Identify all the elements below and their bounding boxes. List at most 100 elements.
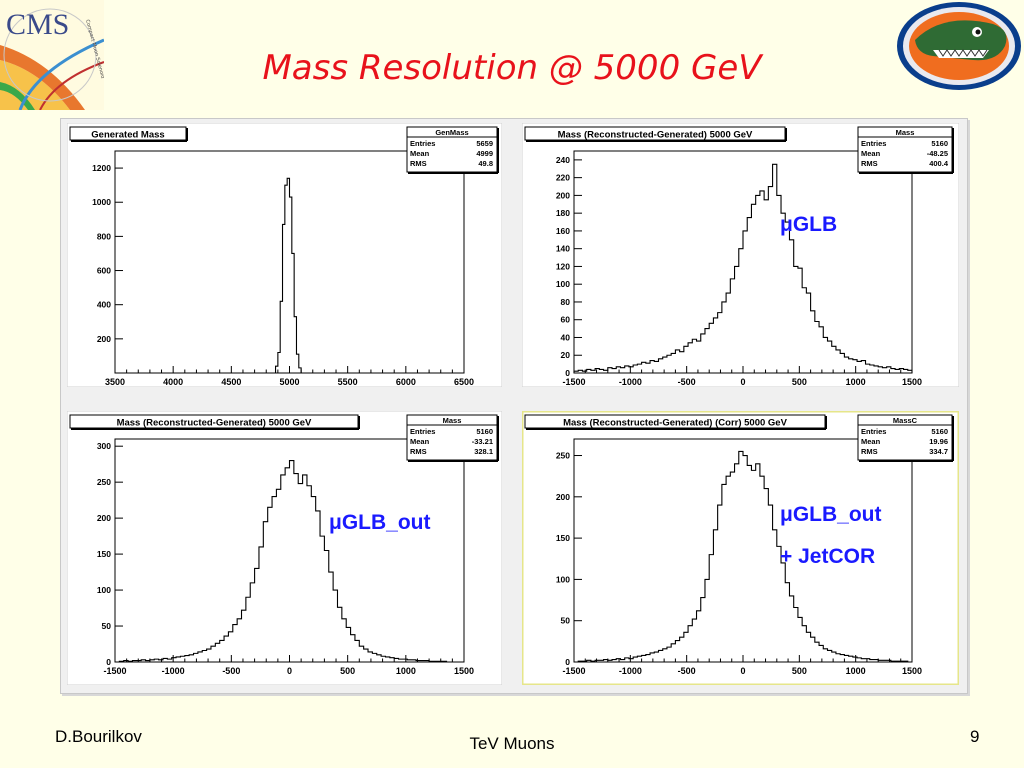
y-tick-label: 250	[97, 477, 111, 487]
stats-value: 328.1	[474, 447, 493, 456]
annotation-label: μGLB_out	[329, 511, 431, 534]
x-tick-label: -500	[678, 666, 696, 676]
y-tick-label: 0	[565, 657, 570, 667]
root-canvas: 3500 4000 4500 5000 5500 6000 6500 200 400 600 800…	[60, 118, 968, 694]
x-tick-label: -500	[678, 377, 696, 387]
histogram-title: Mass (Reconstructed-Generated) (Corr) 50…	[563, 418, 788, 429]
x-tick-label: 0	[740, 377, 745, 387]
x-tick-label: 1500	[902, 377, 922, 387]
x-tick-label: 500	[340, 666, 355, 676]
x-tick-label: 6000	[396, 377, 416, 387]
y-tick-label: 100	[97, 585, 111, 595]
y-tick-label: 100	[556, 574, 570, 584]
stats-label: RMS	[861, 159, 878, 168]
cms-logo-text: CMS	[6, 8, 69, 41]
y-tick-label: 80	[561, 297, 571, 307]
x-tick-label: 4000	[163, 377, 183, 387]
plot-frame	[573, 438, 913, 663]
stats-label: Mean	[861, 437, 881, 446]
x-tick-label: 5500	[338, 377, 358, 387]
stats-label: Entries	[410, 139, 435, 148]
y-tick-label: 20	[561, 350, 571, 360]
x-tick-label: -1000	[619, 666, 642, 676]
plot-frame	[114, 438, 465, 663]
x-tick-label: -1000	[162, 666, 185, 676]
stats-value: 5160	[931, 139, 948, 148]
stats-name: Mass	[896, 128, 915, 137]
footer-author: D.Bourilkov	[55, 727, 142, 746]
annotation-label-2: + JetCOR	[780, 545, 875, 568]
histogram-series	[273, 177, 302, 374]
stats-name: Mass	[443, 416, 462, 425]
gator-logo	[893, 0, 1024, 92]
x-tick-label: -500	[222, 666, 240, 676]
y-tick-label: 200	[97, 513, 111, 523]
y-tick-label: 400	[97, 300, 111, 310]
stats-box: MassC Entries 5160 Mean 19.96 RMS 334.7	[857, 414, 954, 462]
y-tick-label: 50	[561, 616, 571, 626]
stats-label: Mean	[410, 437, 430, 446]
stats-name: GenMass	[435, 128, 468, 137]
stats-label: Mean	[861, 149, 881, 158]
x-tick-label: 500	[792, 377, 807, 387]
y-tick-label: 600	[97, 266, 111, 276]
y-tick-label: 0	[106, 657, 111, 667]
y-tick-label: 50	[102, 621, 112, 631]
histogram-title-box: Generated Mass	[69, 126, 188, 142]
y-tick-label: 240	[556, 155, 570, 165]
stats-value: -33.21	[472, 437, 493, 446]
annotation-label: μGLB	[780, 213, 837, 236]
y-tick-label: 100	[556, 279, 570, 289]
stats-label: RMS	[410, 447, 427, 456]
histogram-mu-glb-out-jetcor: -1500 -1000 -500 0 500 1000 1500 50 100 150 200 250…	[522, 411, 959, 685]
x-tick-label: 1000	[396, 666, 416, 676]
page-number: 9	[970, 727, 980, 746]
x-tick-label: 0	[740, 666, 745, 676]
y-tick-label: 140	[556, 244, 570, 254]
stats-name: MassC	[893, 416, 918, 425]
histogram-title: Generated Mass	[91, 130, 164, 141]
x-tick-label: 0	[287, 666, 292, 676]
stats-value: 49.8	[478, 159, 493, 168]
y-tick-label: 0	[565, 368, 570, 378]
plot-frame	[573, 150, 913, 374]
cms-logo: CMS Compact Muon Solenoid	[0, 0, 106, 111]
x-tick-label: 3500	[105, 377, 125, 387]
stats-box: Mass Entries 5160 Mean -33.21 RMS 328.1	[406, 414, 499, 462]
x-tick-label: 1000	[846, 377, 866, 387]
x-tick-label: 1000	[846, 666, 866, 676]
y-tick-label: 800	[97, 231, 111, 241]
x-tick-label: 6500	[454, 377, 474, 387]
x-tick-label: 5000	[279, 377, 299, 387]
footer-title: TeV Muons	[469, 734, 555, 753]
y-tick-label: 1000	[92, 197, 111, 207]
x-tick-label: 1500	[454, 666, 474, 676]
histogram-title-box: Mass (Reconstructed-Generated) (Corr) 50…	[524, 414, 827, 430]
stats-box-frame	[406, 414, 498, 461]
x-tick-label: -1500	[562, 666, 585, 676]
y-tick-label: 1200	[92, 163, 111, 173]
y-tick-label: 60	[561, 315, 571, 325]
y-tick-label: 200	[97, 334, 111, 344]
x-tick-label: -1500	[103, 666, 126, 676]
histogram-mu-glb: -1500 -1000 -500 0 500 1000 1500 20 40 60 80 100 120…	[522, 123, 959, 387]
stats-box-frame	[857, 414, 953, 461]
stats-label: Mean	[410, 149, 430, 158]
stats-value: 5160	[931, 427, 948, 436]
stats-label: Entries	[861, 427, 886, 436]
x-tick-label: -1000	[619, 377, 642, 387]
stats-value: 4999	[476, 149, 493, 158]
histogram-generated-mass: 3500 4000 4500 5000 5500 6000 6500 200 400 600 800…	[67, 123, 502, 387]
y-tick-label: 250	[556, 451, 570, 461]
stats-value: 400.4	[929, 159, 949, 168]
y-tick-label: 220	[556, 173, 570, 183]
stats-value: 334.7	[929, 447, 948, 456]
histogram-title: Mass (Reconstructed-Generated) 5000 GeV	[558, 130, 753, 141]
x-tick-label: 500	[792, 666, 807, 676]
y-tick-label: 160	[556, 226, 570, 236]
x-tick-label: 1500	[902, 666, 922, 676]
histogram-title-box: Mass (Reconstructed-Generated) 5000 GeV	[69, 414, 360, 430]
stats-label: Entries	[861, 139, 886, 148]
stats-label: RMS	[861, 447, 878, 456]
